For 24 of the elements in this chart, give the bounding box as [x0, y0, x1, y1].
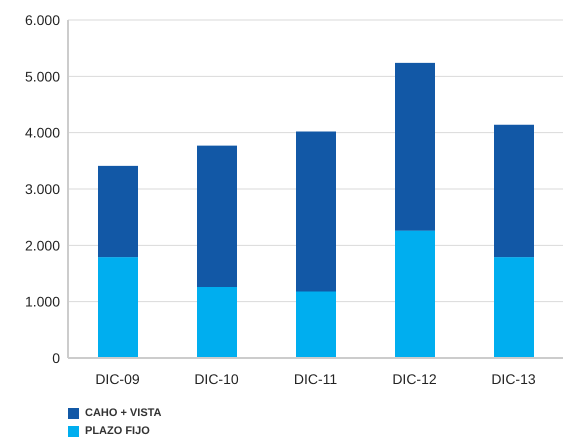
bar — [296, 292, 336, 358]
bar — [197, 287, 237, 358]
x-tick-label: DIC-09 — [95, 370, 140, 387]
y-tick-label: 0 — [52, 350, 60, 366]
x-tick-label: DIC-13 — [491, 370, 536, 387]
x-tick-label: DIC-12 — [392, 370, 437, 387]
x-tick-label: DIC-10 — [194, 370, 239, 387]
bar — [98, 166, 138, 258]
bar — [494, 257, 534, 358]
bar — [395, 62, 435, 231]
bar — [197, 146, 237, 288]
y-tick-label: 3.000 — [24, 180, 60, 197]
y-tick-label: 6.000 — [24, 12, 60, 28]
legend-label: CAHO + VISTA — [85, 407, 162, 419]
x-tick-label: DIC-11 — [294, 370, 338, 387]
bar — [98, 257, 138, 358]
y-tick-label: 2.000 — [24, 237, 60, 254]
bar — [494, 124, 534, 258]
y-tick-label: 4.000 — [24, 124, 60, 141]
legend-label: PLAZO FIJO — [85, 425, 150, 437]
y-tick-label: 1.000 — [24, 294, 60, 310]
y-tick-label: 5.000 — [24, 68, 60, 84]
bar — [395, 230, 435, 358]
bar — [296, 132, 336, 292]
